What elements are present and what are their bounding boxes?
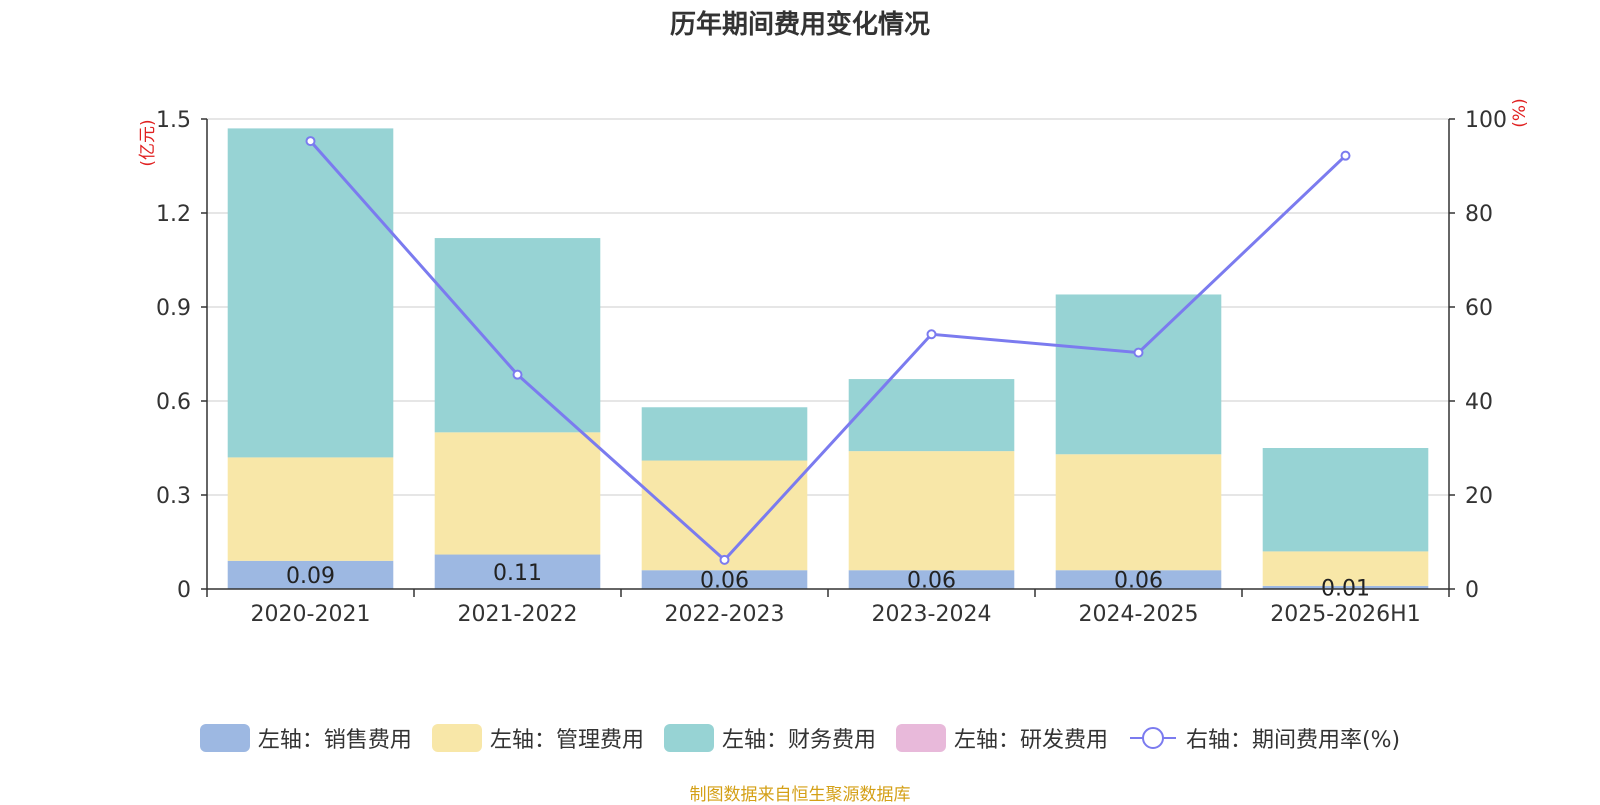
rate-line xyxy=(309,140,1347,562)
data-label-sales-3: 0.06 xyxy=(907,569,956,594)
bar-s1-1 xyxy=(434,432,601,555)
bar-s0-5 xyxy=(1262,585,1429,589)
bar-s2-0 xyxy=(227,128,394,458)
left-axis-unit-label: (亿元) xyxy=(138,119,158,166)
rate-point-1 xyxy=(512,369,523,380)
right-tick-label-2: 40 xyxy=(1465,390,1493,415)
x-tick-label-0: 2020-2021 xyxy=(251,602,371,627)
legend-item-finance[interactable]: 左轴：财务费用 xyxy=(663,722,876,754)
rate-point-3 xyxy=(926,329,937,340)
bar-s1-2 xyxy=(641,460,808,571)
chart-plot: 0.09 0.11 0.06 0.06 0.06 0.0100.30.60.91.21.5… xyxy=(138,98,1530,627)
chart-title: 历年期间费用变化情况 xyxy=(669,10,930,40)
legend: 左轴：销售费用 左轴：管理费用 左轴：财务费用 左轴：研发费用 右轴：期间费用率… xyxy=(0,722,1600,754)
legend-label-finance: 左轴：财务费用 xyxy=(721,728,876,753)
legend-item-sales[interactable]: 左轴：销售费用 xyxy=(199,722,412,754)
bar-s2-2 xyxy=(641,407,808,461)
left-tick-label-4: 1.2 xyxy=(156,202,191,227)
bar-s0-3 xyxy=(848,570,1015,589)
bar-s0-4 xyxy=(1055,570,1222,589)
right-tick-label-0: 0 xyxy=(1465,578,1479,603)
legend-label-admin: 左轴：管理费用 xyxy=(489,728,644,753)
x-tick-label-2: 2022-2023 xyxy=(665,602,785,627)
left-tick-label-5: 1.5 xyxy=(156,108,191,133)
bar-s2-1 xyxy=(434,238,601,433)
legend-item-rnd[interactable]: 左轴：研发费用 xyxy=(895,722,1108,754)
bar-s0-2 xyxy=(641,570,808,589)
left-tick-label-0: 0 xyxy=(177,578,191,603)
x-tick-label-4: 2024-2025 xyxy=(1079,602,1199,627)
rate-point-0 xyxy=(305,136,316,147)
legend-swatch-admin xyxy=(431,724,482,752)
bar-s1-3 xyxy=(848,451,1015,571)
data-label-sales-2: 0.06 xyxy=(700,569,749,594)
left-tick-label-2: 0.6 xyxy=(156,390,191,415)
x-tick-label-1: 2021-2022 xyxy=(458,602,578,627)
left-tick-label-3: 0.9 xyxy=(156,296,191,321)
left-tick-label-1: 0.3 xyxy=(156,484,191,509)
rate-point-5 xyxy=(1340,150,1351,161)
legend-label-rnd: 左轴：研发费用 xyxy=(953,728,1108,753)
data-label-sales-4: 0.06 xyxy=(1114,569,1163,594)
legend-swatch-sales xyxy=(199,724,250,752)
legend-swatch-rnd xyxy=(895,724,946,752)
x-tick-label-3: 2023-2024 xyxy=(872,602,992,627)
data-label-sales-1: 0.11 xyxy=(493,561,542,586)
bar-s1-4 xyxy=(1055,454,1222,571)
right-tick-label-3: 60 xyxy=(1465,296,1493,321)
legend-swatch-finance xyxy=(663,724,714,752)
data-label-sales-0: 0.09 xyxy=(286,564,335,589)
bar-s2-3 xyxy=(848,379,1015,452)
legend-line-rate-icon xyxy=(1129,727,1176,749)
legend-item-admin[interactable]: 左轴：管理费用 xyxy=(431,722,644,754)
bar-s0-0 xyxy=(227,560,394,589)
right-axis-unit-label: (%) xyxy=(1510,98,1530,127)
bar-s0-1 xyxy=(434,554,601,589)
rate-point-4 xyxy=(1133,347,1144,358)
bar-s2-5 xyxy=(1262,448,1429,552)
x-tick-label-5: 2025-2026H1 xyxy=(1270,602,1420,627)
right-tick-label-1: 20 xyxy=(1465,484,1493,509)
bar-s2-4 xyxy=(1055,294,1222,455)
rate-point-2 xyxy=(719,554,730,565)
legend-item-rate[interactable]: 右轴：期间费用率(%) xyxy=(1128,722,1400,754)
right-tick-label-5: 100 xyxy=(1465,108,1507,133)
legend-label-rate: 右轴：期间费用率(%) xyxy=(1185,728,1401,753)
legend-label-sales: 左轴：销售费用 xyxy=(257,728,412,753)
data-source-note: 制图数据来自恒生聚源数据库 xyxy=(689,785,911,805)
right-tick-label-4: 80 xyxy=(1465,202,1493,227)
bar-s1-0 xyxy=(227,457,394,561)
bar-s1-5 xyxy=(1262,551,1429,586)
